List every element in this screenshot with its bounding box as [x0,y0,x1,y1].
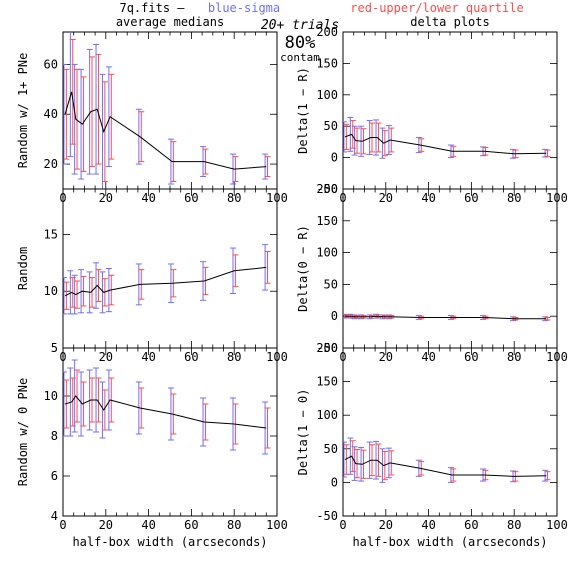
y-tick-label: 0 [331,309,338,323]
median-series-line [64,395,267,429]
median-series-line [344,133,547,155]
x-tick-label: 80 [507,191,521,205]
y-tick-label: 40 [44,107,58,121]
x-tick-label: 80 [227,350,241,364]
y-tick-label: 100 [316,408,338,422]
data-layer [343,313,551,322]
median-series-line [345,315,547,320]
y-axis-label: Random [16,247,30,290]
y-tick-label: 200 [316,25,338,39]
data-layer [63,244,271,315]
header-red-label: red-upper/lower quartile [350,1,523,15]
header-contam-label: contam [280,51,320,64]
data-layer [63,32,271,189]
x-tick-label: 40 [421,350,435,364]
x-tick-label: 80 [507,350,521,364]
x-tick-label: 20 [379,350,393,364]
y-tick-label: 0 [331,475,338,489]
x-tick-label: 60 [184,191,198,205]
y-tick-label: 100 [316,246,338,260]
x-tick-label: 60 [184,350,198,364]
header-percent-label: 80% [285,33,316,53]
x-tick-label: 40 [141,518,155,532]
median-series-line [344,455,547,477]
x-tick-label: 40 [141,350,155,364]
y-axis-label: Delta(1 − 0) [296,389,310,476]
y-tick-label: 10 [44,389,58,403]
x-tick-label: 20 [99,350,113,364]
y-tick-label: -50 [316,341,338,355]
x-tick-label: 60 [464,518,478,532]
plot-frame [342,347,558,517]
x-tick-label: 60 [464,191,478,205]
y-tick-label: 60 [44,57,58,71]
header-trials-label: 20+ trials [261,18,339,33]
x-tick-label: 100 [546,518,568,532]
y-axis-label: Delta(0 − R) [296,225,310,312]
y-tick-label: 20 [44,157,58,171]
y-tick-label: 100 [316,88,338,102]
x-axis-label: half-box width (arcseconds) [352,535,547,549]
y-axis-label: Delta(1 − R) [296,67,310,154]
y-axis-label: Random w/ 0 PNe [16,378,30,486]
y-tick-label: 50 [324,277,338,291]
data-layer [343,437,551,483]
y-tick-label: 10 [44,284,58,298]
y-tick-label: 50 [324,119,338,133]
y-tick-label: -50 [316,509,338,523]
header-file-label: 7q.fits — [119,1,185,15]
y-tick-label: 150 [316,214,338,228]
x-tick-label: 80 [507,518,521,532]
panel-title: delta plots [410,15,489,29]
data-layer [343,116,551,159]
x-tick-label: 40 [141,191,155,205]
median-series-line [64,266,267,297]
x-axis-label: half-box width (arcseconds) [72,535,267,549]
x-tick-label: 80 [227,191,241,205]
median-series-line [64,91,267,170]
panel-title: average medians [116,15,224,29]
x-tick-label: 60 [464,350,478,364]
plot-frame [62,188,278,349]
header-blue-label: blue-sigma [208,1,280,15]
x-tick-label: 20 [99,191,113,205]
x-tick-label: 0 [339,518,346,532]
y-tick-label: 150 [316,375,338,389]
plot-frame [342,188,558,349]
y-tick-label: 200 [316,341,338,355]
x-tick-label: 40 [421,191,435,205]
y-tick-label: 200 [316,182,338,196]
y-tick-label: 4 [51,509,58,523]
x-tick-label: 20 [379,191,393,205]
x-tick-label: 20 [379,518,393,532]
y-tick-label: -50 [316,182,338,196]
x-tick-label: 60 [184,518,198,532]
y-tick-label: 0 [331,151,338,165]
x-tick-label: 0 [59,518,66,532]
y-tick-label: 15 [44,227,58,241]
y-tick-label: 150 [316,56,338,70]
chart-panel-5: 0 20 40 60 80 100 4 6 8 10 Random w/ 0 PNe half-box… [16,347,288,549]
y-tick-label: 8 [51,429,58,443]
plot-frame [342,31,558,190]
y-tick-label: 6 [51,469,58,483]
x-tick-label: 100 [266,518,288,532]
y-tick-label: 50 [324,442,338,456]
y-axis-label: Random w/ 1+ PNe [16,53,30,169]
x-tick-label: 20 [99,518,113,532]
x-tick-label: 40 [421,518,435,532]
data-layer [63,359,271,455]
x-tick-label: 80 [227,518,241,532]
y-tick-label: 5 [51,341,58,355]
